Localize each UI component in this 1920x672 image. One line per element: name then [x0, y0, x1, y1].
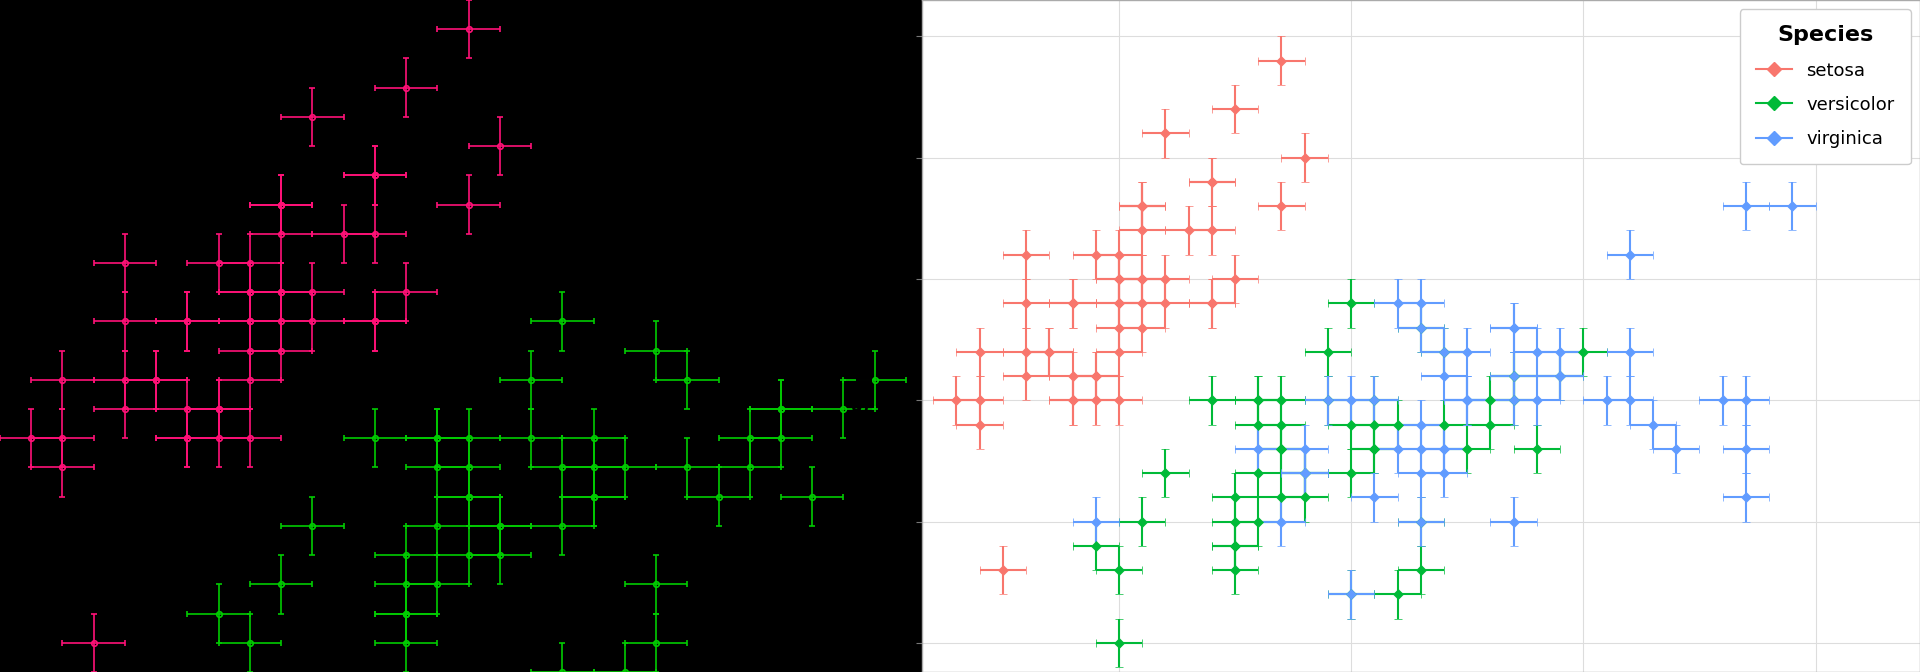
- Legend: setosa, versicolor, virginica: setosa, versicolor, virginica: [1740, 9, 1910, 164]
- Y-axis label: Sepal.Width: Sepal.Width: [851, 260, 872, 412]
